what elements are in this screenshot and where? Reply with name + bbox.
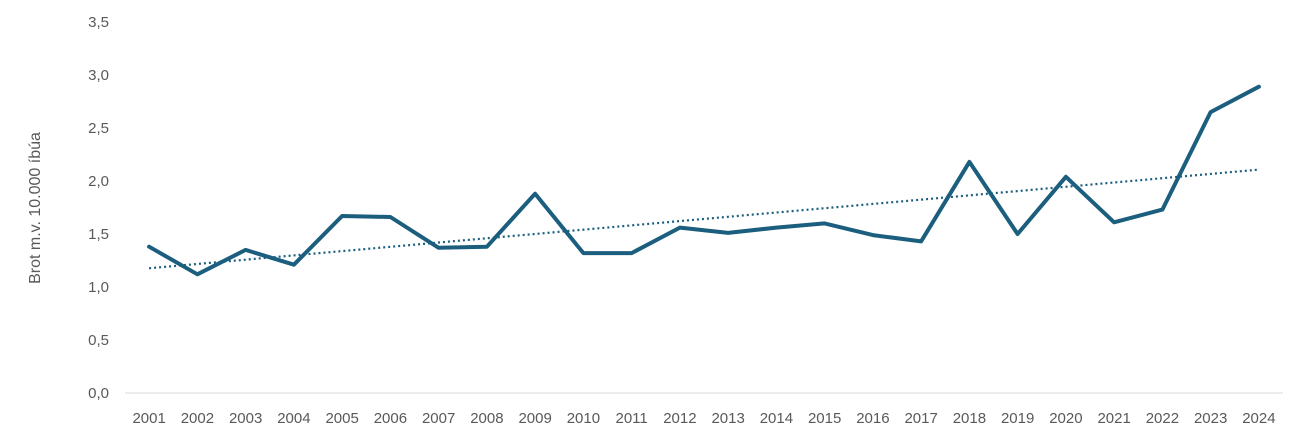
x-tick-label: 2004 (277, 410, 310, 427)
x-tick-label: 2014 (760, 410, 793, 427)
x-tick-label: 2017 (904, 410, 937, 427)
y-tick-label: 0,0 (88, 385, 109, 402)
y-tick-label: 0,5 (88, 332, 109, 349)
x-tick-label: 2016 (856, 410, 889, 427)
x-tick-label: 2005 (325, 410, 358, 427)
y-axis-ticks: 0,0 0,5 1,0 1,5 2,0 2,5 3,0 3,5 (88, 14, 109, 402)
y-tick-label: 3,0 (88, 67, 109, 84)
x-tick-label: 2003 (229, 410, 262, 427)
x-tick-label: 2006 (374, 410, 407, 427)
y-tick-label: 1,5 (88, 226, 109, 243)
y-tick-label: 2,5 (88, 120, 109, 137)
x-tick-label: 2015 (808, 410, 841, 427)
x-tick-label: 2021 (1097, 410, 1130, 427)
x-tick-label: 2001 (132, 410, 165, 427)
x-tick-label: 2022 (1146, 410, 1179, 427)
x-tick-label: 2008 (470, 410, 503, 427)
x-tick-label: 2009 (518, 410, 551, 427)
x-tick-label: 2024 (1242, 410, 1275, 427)
x-tick-label: 2023 (1194, 410, 1227, 427)
y-axis-title: Brot m.v. 10.000 íbúa (27, 132, 44, 284)
y-tick-label: 3,5 (88, 14, 109, 31)
x-tick-label: 2019 (1001, 410, 1034, 427)
y-tick-label: 2,0 (88, 173, 109, 190)
x-tick-label: 2012 (663, 410, 696, 427)
y-tick-label: 1,0 (88, 279, 109, 296)
x-tick-label: 2002 (181, 410, 214, 427)
x-tick-label: 2010 (567, 410, 600, 427)
trendline (149, 168, 1259, 270)
series-line (147, 84, 1261, 277)
x-axis-ticks: 2001 2002 2003 2004 2005 2006 2007 2008 2009 2010… (132, 410, 1275, 427)
x-tick-label: 2020 (1049, 410, 1082, 427)
x-tick-label: 2007 (422, 410, 455, 427)
x-tick-label: 2013 (711, 410, 744, 427)
x-tick-label: 2018 (953, 410, 986, 427)
x-tick-label: 2011 (615, 410, 647, 427)
